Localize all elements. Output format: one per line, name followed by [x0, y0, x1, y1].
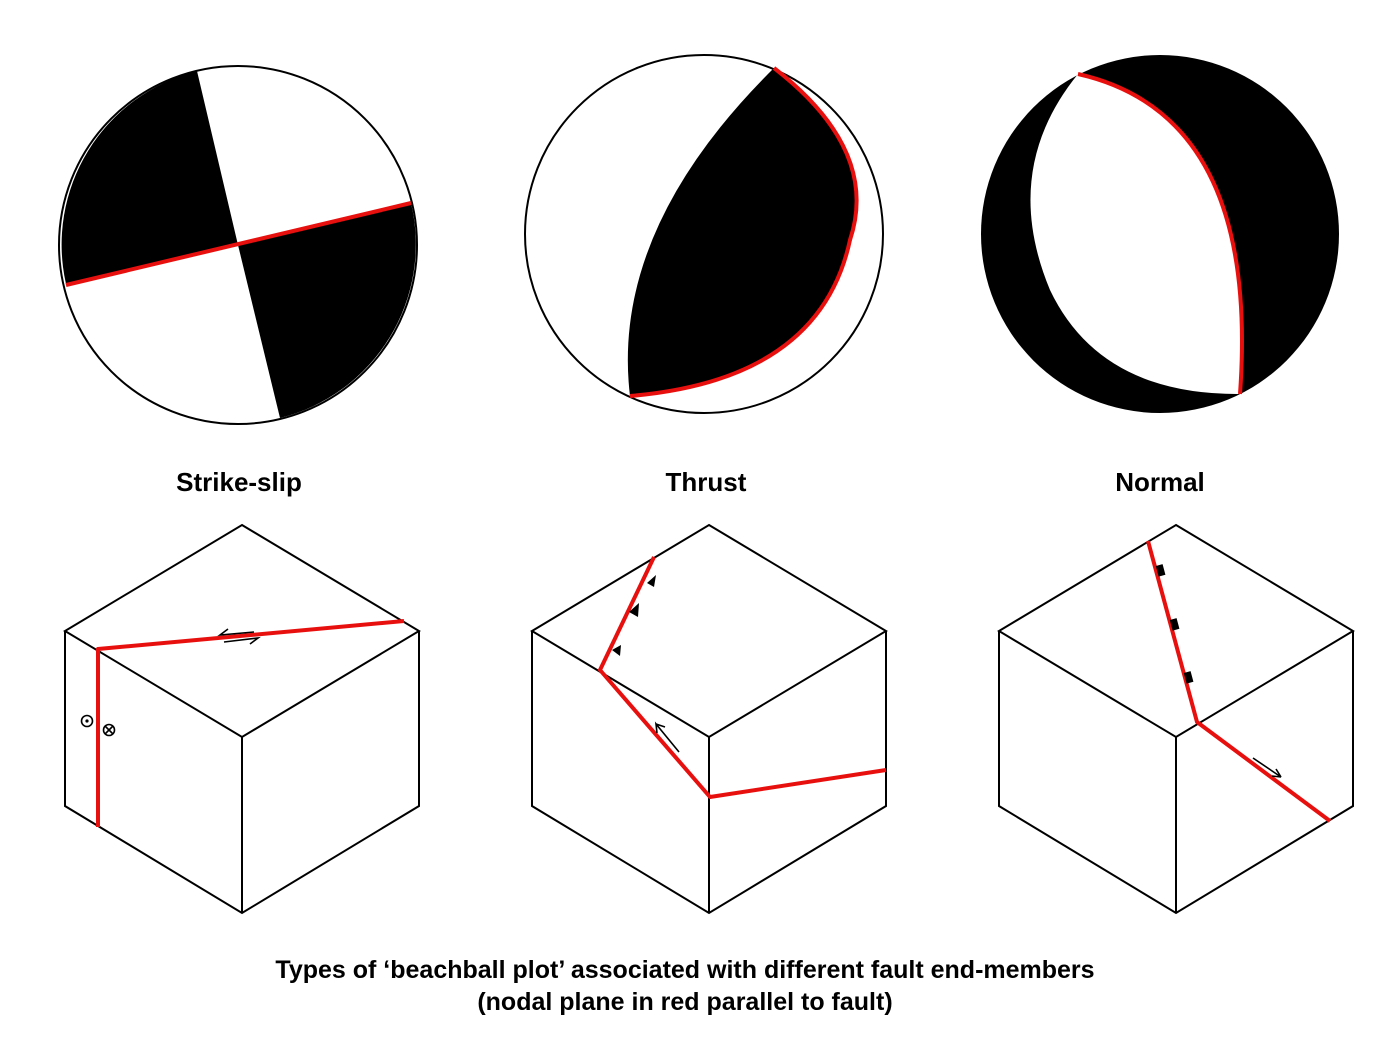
into-page-symbol — [102, 723, 116, 737]
strike-slip-block — [63, 523, 421, 915]
nodal-plane — [629, 66, 859, 398]
figure-caption-line-2: (nodal plane in red parallel to fault) — [477, 988, 892, 1016]
out-of-page-symbol — [80, 714, 94, 728]
sinistral-slip-arrows — [217, 628, 261, 645]
thrust-teeth — [612, 575, 656, 656]
normal-block — [997, 523, 1355, 915]
block-outline — [63, 523, 421, 915]
beachball-outline — [58, 65, 418, 425]
beachball-outline — [524, 54, 884, 414]
normal-fault-ticks — [1155, 564, 1194, 684]
nodal-plane — [1077, 72, 1244, 395]
hanging-wall-slip-arrow — [1252, 757, 1282, 778]
figure-caption-line-1: Types of ‘beachball plot’ associated wit… — [275, 956, 1094, 984]
thrust-beachball — [524, 54, 884, 414]
fault-trace — [1146, 540, 1332, 823]
normal-label: Normal — [1115, 467, 1205, 497]
thrust-block — [530, 523, 888, 915]
hanging-wall-slip-arrow — [654, 721, 680, 753]
strike-slip-label: Strike-slip — [176, 467, 302, 497]
normal-beachball — [981, 55, 1339, 413]
thrust-label: Thrust — [666, 467, 747, 497]
block-outline — [997, 523, 1355, 915]
compressional-quadrant-se — [238, 203, 416, 418]
strike-slip-beachball — [58, 65, 418, 425]
dilatational-lens — [1030, 74, 1242, 395]
compressional-lens — [627, 68, 857, 396]
block-outline — [530, 523, 888, 915]
nodal-plane — [65, 201, 412, 287]
compressional-quadrant-nw — [61, 71, 238, 284]
fault-trace — [96, 619, 405, 827]
fault-trace — [598, 556, 887, 799]
